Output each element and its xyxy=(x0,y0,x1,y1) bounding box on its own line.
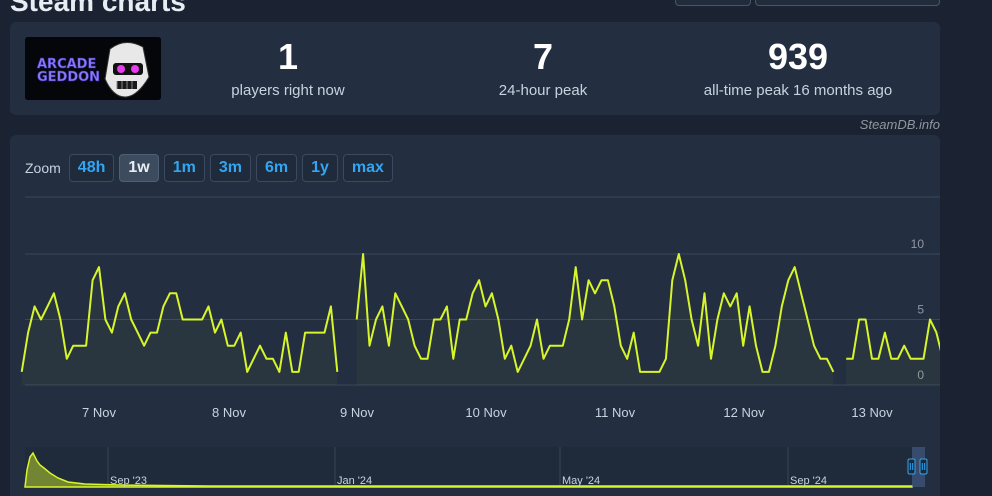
logo-text-line2: GEDDON xyxy=(37,70,100,85)
y-tick-label: 5 xyxy=(917,303,924,317)
y-tick-label: 0 xyxy=(917,368,924,382)
x-tick-label: 9 Nov xyxy=(340,405,374,420)
navigator-handle-icon xyxy=(919,458,928,475)
navigator-background xyxy=(25,447,925,487)
series-line-1 xyxy=(355,253,835,373)
x-tick-label: 10 Nov xyxy=(465,405,507,420)
zoom-button-1w[interactable]: 1w xyxy=(119,154,159,182)
navigator-label: Sep '23 xyxy=(110,475,147,487)
zoom-button-1m[interactable]: 1m xyxy=(163,154,205,182)
source-credit[interactable]: SteamDB.info xyxy=(859,117,940,132)
navigator-handle-icon xyxy=(907,458,916,475)
navigator-selection xyxy=(912,447,925,487)
stat-value: 1 xyxy=(277,36,299,77)
navigator-label: May '24 xyxy=(562,475,600,487)
header-button-right[interactable] xyxy=(755,0,940,6)
stats-panel: ARCADE GEDDON 1 players right now 7 24-h… xyxy=(10,22,940,115)
navigator-label: Sep '24 xyxy=(790,475,827,487)
stat-value: 7 xyxy=(532,36,554,77)
chart-panel: Zoom 48h 1w 1m 3m 6m 1y max 0 5 10 7 Nov 8 N… xyxy=(10,135,940,496)
zoom-button-max[interactable]: max xyxy=(342,154,393,182)
x-tick-label: 13 Nov xyxy=(851,405,893,420)
navigator-series xyxy=(24,451,913,488)
game-logo-image: ARCADE GEDDON xyxy=(25,37,161,100)
stat-label: 24-hour peak xyxy=(498,82,588,99)
x-tick-label: 8 Nov xyxy=(212,405,246,420)
series-area xyxy=(21,267,338,385)
robot-helmet-icon xyxy=(104,42,150,98)
zoom-label: Zoom xyxy=(25,160,61,176)
stat-label: all-time peak 16 months ago xyxy=(703,82,893,99)
zoom-button-6m[interactable]: 6m xyxy=(255,154,298,182)
x-tick-label: 11 Nov xyxy=(595,405,636,420)
stat-current-players: 1 players right now xyxy=(178,36,398,99)
player-count-chart[interactable]: 0 5 10 7 Nov 8 Nov 9 Nov 10 Nov 11 Nov 12 Nov 13 … xyxy=(10,135,940,435)
x-tick-label: 7 Nov xyxy=(82,405,116,420)
stat-24h-peak: 7 24-hour peak xyxy=(433,36,653,99)
stat-value: 939 xyxy=(767,36,829,77)
chart-navigator[interactable]: Sep '23 Jan '24 May '24 Sep '24 xyxy=(10,135,940,496)
zoom-button-3m[interactable]: 3m xyxy=(209,154,251,182)
header-button-left[interactable] xyxy=(675,0,751,6)
x-tick-label: 12 Nov xyxy=(723,405,765,420)
navigator-label: Jan '24 xyxy=(337,475,372,487)
series-line-2 xyxy=(846,318,940,360)
zoom-bar: Zoom 48h 1w 1m 3m 6m 1y max xyxy=(25,154,393,182)
stat-alltime-peak: 939 all-time peak 16 months ago xyxy=(678,36,918,99)
page-title: Steam charts xyxy=(10,0,186,17)
y-tick-label: 10 xyxy=(911,237,925,251)
zoom-button-1y[interactable]: 1y xyxy=(302,154,338,182)
zoom-button-48h[interactable]: 48h xyxy=(68,154,115,182)
logo-text-line1: ARCADE xyxy=(37,57,96,72)
series-area xyxy=(846,319,940,385)
stat-label: players right now xyxy=(231,82,345,99)
game-logo: ARCADE GEDDON xyxy=(25,37,161,100)
series-line-0 xyxy=(20,266,339,373)
